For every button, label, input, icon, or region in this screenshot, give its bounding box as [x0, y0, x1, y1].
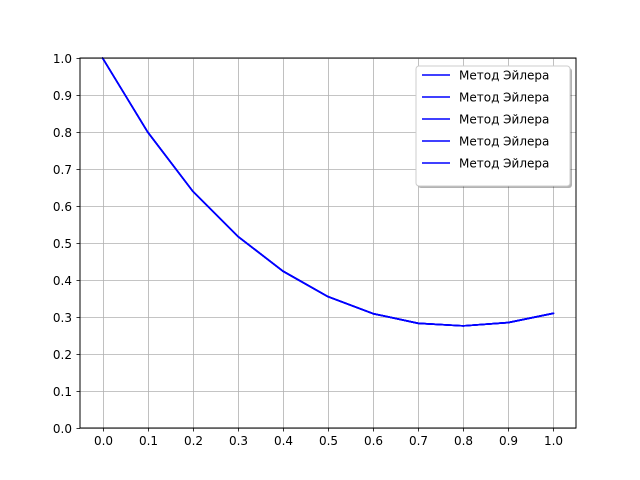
legend-label: Метод Эйлера: [459, 91, 549, 105]
data-point: [327, 295, 329, 298]
y-tick-label: 0.9: [53, 89, 72, 103]
x-tick-label: 0.8: [454, 434, 473, 448]
x-axis-ticks: 0.0 0.1 0.2 0.3 0.4 0.5 0.6 0.7 0.8 0.9 1.0: [94, 428, 563, 448]
x-tick-label: 0.4: [274, 434, 293, 448]
data-point: [282, 270, 284, 272]
data-point: [146, 131, 149, 133]
x-tick-label: 0.7: [409, 434, 428, 448]
y-tick-label: 0.0: [53, 422, 72, 436]
x-tick-label: 0.9: [499, 434, 518, 448]
y-tick-label: 0.6: [53, 200, 72, 214]
data-point: [552, 312, 555, 315]
y-tick-label: 1.0: [53, 52, 72, 66]
data-point: [507, 321, 510, 324]
x-tick-label: 0.0: [94, 434, 113, 448]
legend: Метод Эйлера Метод Эйлера Метод Эйлера Мето…: [415, 65, 572, 188]
legend-label: Метод Эйлера: [459, 69, 549, 83]
y-axis-ticks: 0.0 0.1 0.2 0.3 0.4 0.5 0.6 0.7 0.8 0.9 1.0: [53, 52, 80, 436]
x-tick-label: 0.2: [184, 434, 203, 448]
y-tick-label: 0.3: [53, 311, 72, 325]
legend-box: [415, 65, 571, 187]
data-point: [462, 325, 465, 327]
y-tick-label: 0.8: [53, 126, 72, 140]
y-tick-label: 0.7: [53, 163, 72, 177]
x-tick-label: 0.3: [229, 434, 248, 448]
data-point: [237, 235, 239, 238]
axes: [79, 57, 577, 429]
x-tick-label: 0.1: [139, 434, 158, 448]
series-layer: [101, 57, 555, 327]
legend-label: Метод Эйлера: [459, 113, 549, 127]
y-tick-label: 0.2: [53, 348, 72, 362]
data-point: [372, 312, 374, 315]
legend-label: Метод Эйлера: [459, 135, 549, 149]
legend-label: Метод Эйлера: [459, 157, 549, 171]
x-tick-label: 0.6: [364, 434, 383, 448]
data-point: [417, 322, 419, 325]
x-tick-label: 0.5: [319, 434, 338, 448]
data-point: [191, 190, 194, 192]
y-tick-label: 0.1: [53, 385, 72, 399]
x-tick-label: 1.0: [544, 434, 563, 448]
axes-frame: [79, 57, 577, 429]
y-tick-label: 0.5: [53, 237, 72, 251]
y-tick-label: 0.4: [53, 274, 72, 288]
